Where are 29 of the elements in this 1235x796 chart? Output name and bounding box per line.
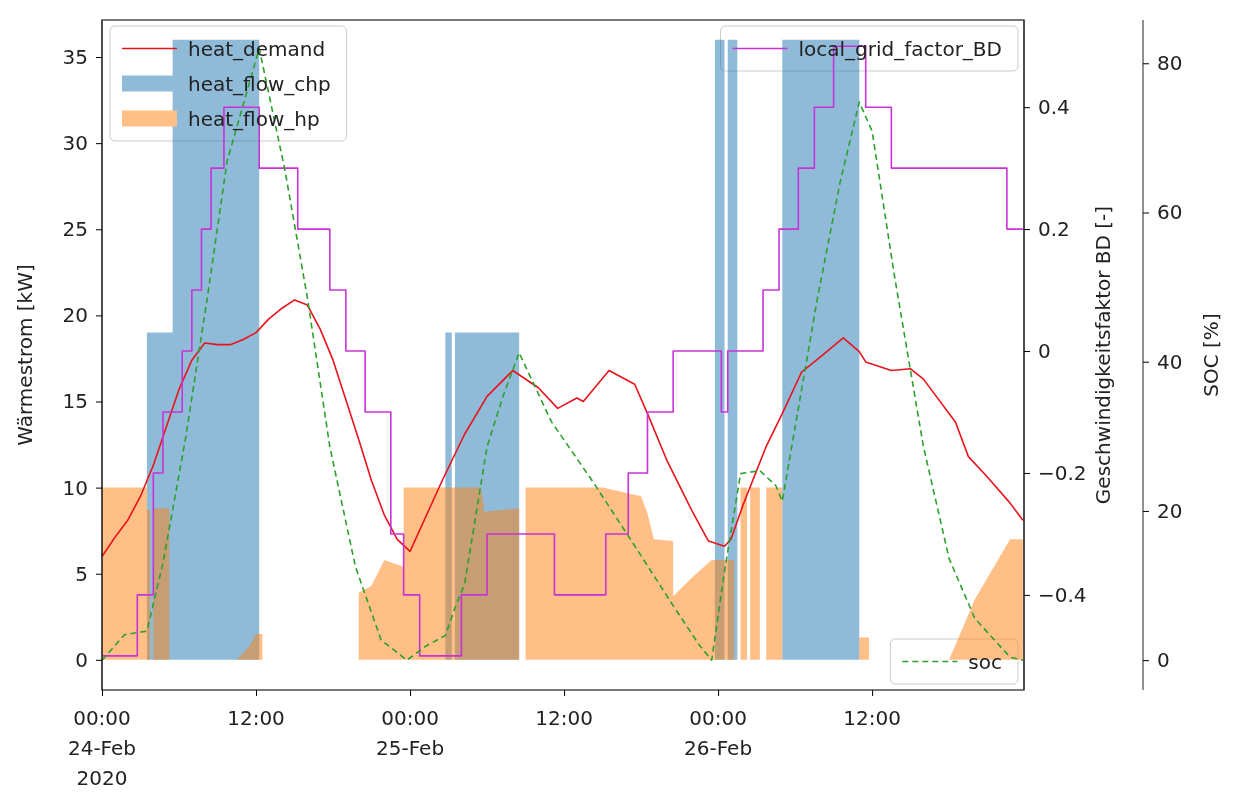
y-tick-label: 10: [62, 475, 88, 500]
y-tick-label: 15: [62, 389, 88, 414]
y2-tick-label: 0: [1038, 338, 1051, 363]
y-axis-title: Wärmestrom [kW]: [13, 264, 37, 446]
y2-tick-label: −0.2: [1038, 460, 1087, 485]
y3-tick-label: 60: [1157, 200, 1183, 225]
x-tick-label: 12:00: [227, 706, 285, 730]
y-tick-label: 30: [62, 131, 88, 156]
x-tick-label: 12:00: [843, 706, 901, 730]
y2-tick-label: 0.4: [1038, 95, 1070, 120]
y-tick-label: 35: [62, 44, 88, 69]
y3-tick-label: 20: [1157, 498, 1183, 523]
x-tick-label: 12:00: [535, 706, 593, 730]
y3-tick-label: 0: [1157, 648, 1170, 673]
y3-tick-label: 40: [1157, 349, 1183, 374]
y2-axis-title: Geschwindigkeitsfaktor BD [-]: [1091, 205, 1115, 505]
y3-axis-title: SOC [%]: [1199, 313, 1223, 397]
y2-tick-label: 0.2: [1038, 217, 1070, 242]
y-tick-label: 5: [75, 561, 88, 586]
line-series: [101, 299, 1024, 558]
x-tick-label: 00:00 25-Feb: [376, 706, 445, 760]
y3-tick-label: 80: [1157, 51, 1183, 76]
y-tick-label: 25: [62, 217, 88, 242]
y-tick-label: 20: [62, 303, 88, 328]
legend-label: soc: [968, 649, 1002, 674]
y-tick-label: 0: [75, 647, 88, 672]
y2-tick-label: −0.4: [1038, 582, 1087, 607]
x-tick-label: 00:00 26-Feb: [684, 706, 753, 760]
x-tick-label: 00:00 24-Feb 2020: [67, 706, 137, 790]
